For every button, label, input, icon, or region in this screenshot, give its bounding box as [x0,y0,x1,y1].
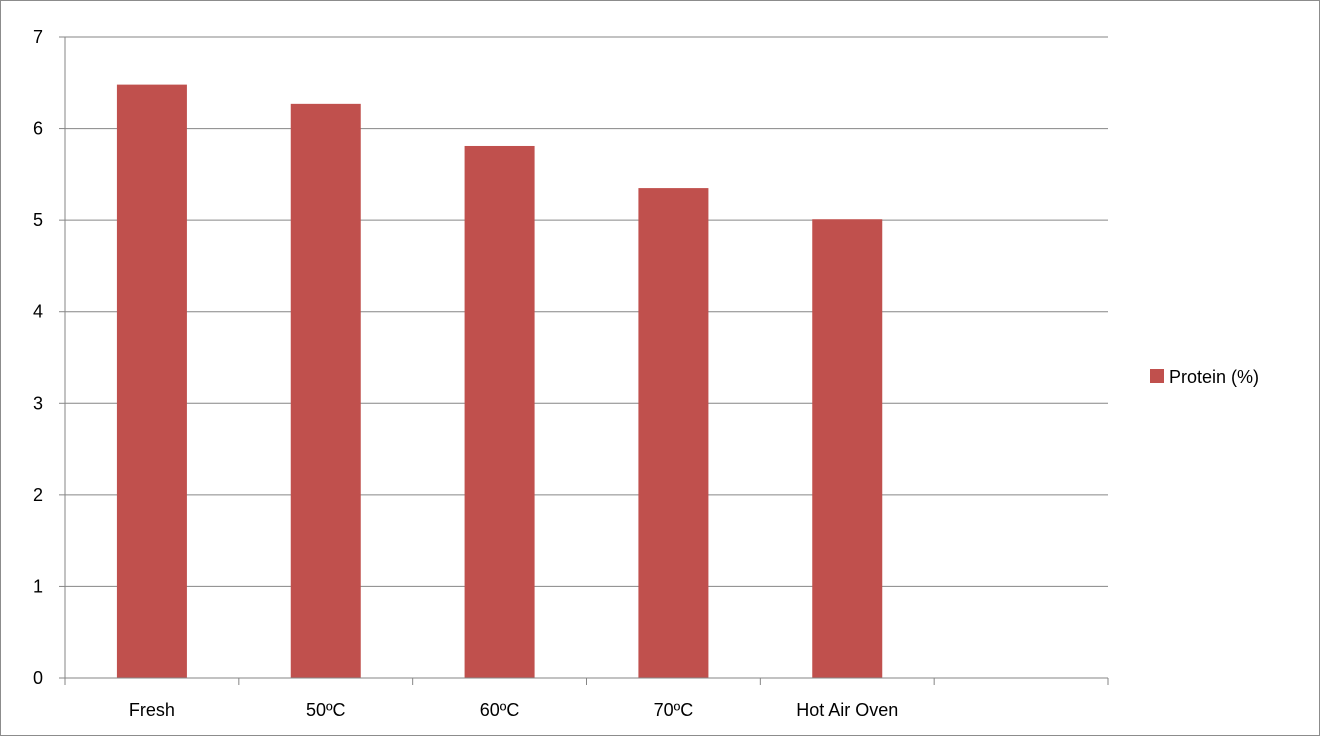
y-tick-label: 0 [33,668,43,688]
y-tick-labels: 0 1 2 3 4 5 6 7 [33,27,43,688]
x-tick-label: 50ºC [306,700,346,720]
x-tick-label: 70ºC [654,700,694,720]
y-tick-label: 1 [33,576,43,596]
y-tick-label: 4 [33,302,43,322]
y-tick-label: 5 [33,210,43,230]
legend-swatch [1150,369,1164,383]
y-tick-label: 6 [33,119,43,139]
legend: Protein (%) [1150,367,1259,387]
bar [464,145,535,679]
bar [812,219,883,678]
legend-label: Protein (%) [1169,367,1259,387]
y-tick-label: 3 [33,393,43,413]
x-tick-label: Hot Air Oven [796,700,898,720]
x-tick-labels: Fresh 50ºC 60ºC 70ºC Hot Air Oven [129,700,898,720]
bar [116,84,187,679]
x-tick-label: 60ºC [480,700,520,720]
bar [290,103,361,678]
y-tick-label: 7 [33,27,43,47]
x-tick-label: Fresh [129,700,175,720]
bars [116,84,883,679]
axes [59,36,1109,685]
y-tick-label: 2 [33,485,43,505]
bar [638,188,709,679]
gridlines [65,36,1108,587]
